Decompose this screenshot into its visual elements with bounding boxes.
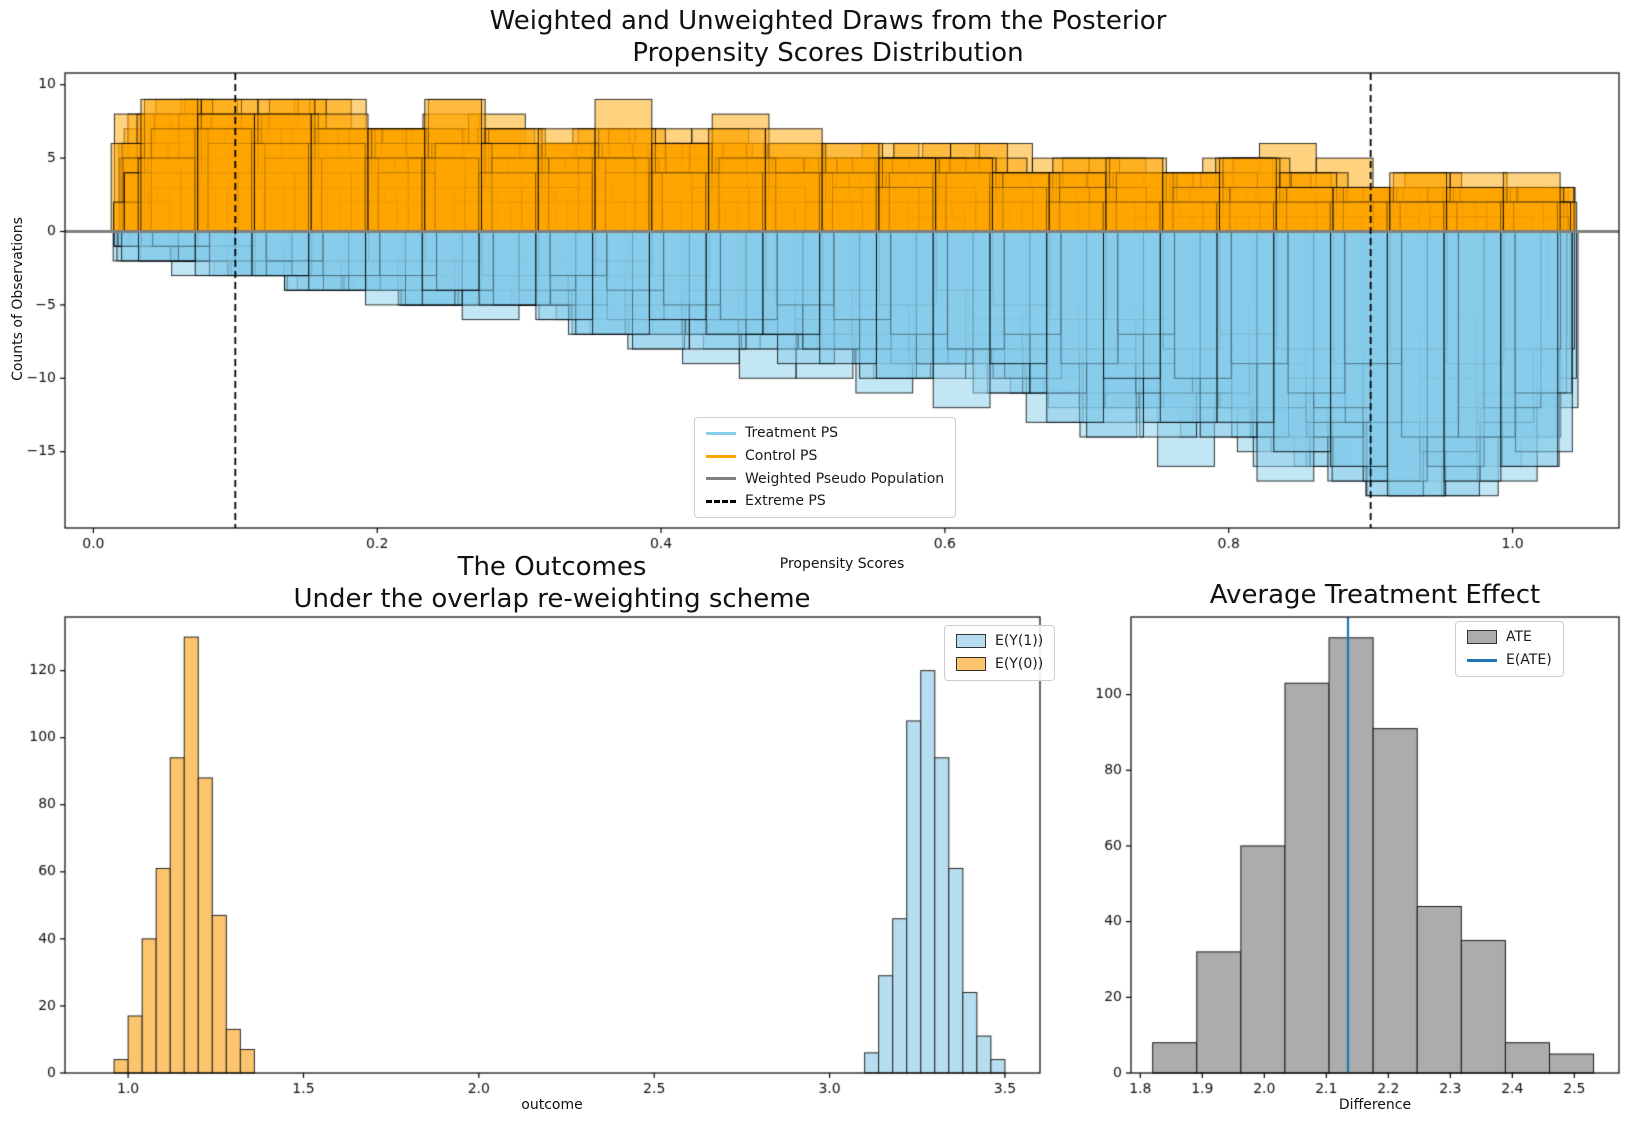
legend-label: ATE — [1506, 629, 1532, 645]
ate-chart-title: Average Treatment Effect — [1209, 580, 1541, 610]
top-chart-title-line1: Weighted and Unweighted Draws from the P… — [489, 6, 1167, 36]
top-chart-title-line2: Propensity Scores Distribution — [632, 37, 1024, 68]
legend-label: E(Y(0)) — [995, 655, 1044, 672]
top-chart-legend: Treatment PS Control PS Weighted Pseudo … — [694, 417, 957, 519]
legend-item-e-ate: E(ATE) — [1467, 652, 1552, 669]
legend-label: Treatment PS — [745, 425, 839, 441]
outcomes-chart-xlabel: outcome — [521, 1097, 583, 1113]
treatment-ps-line-icon — [706, 431, 736, 435]
legend-item-extreme-ps: Extreme PS — [706, 493, 944, 510]
top-chart-ylabel: Counts of Observations — [10, 217, 26, 381]
ey1-patch-icon — [956, 634, 986, 649]
legend-label: E(Y(1)) — [995, 633, 1044, 649]
outcomes-chart-legend: E(Y(1)) E(Y(0)) — [944, 625, 1056, 681]
outcomes-chart-title-line1: The Outcomes — [457, 552, 647, 582]
top-chart-xlabel: Propensity Scores — [779, 556, 905, 572]
legend-item-ey1: E(Y(1)) — [956, 633, 1043, 650]
legend-item-ey0: E(Y(0)) — [956, 656, 1043, 673]
legend-item-control-ps: Control PS — [706, 448, 944, 465]
top-chart-title: Weighted and Unweighted Draws from the P… — [490, 6, 1167, 69]
control-ps-line-icon — [706, 454, 736, 458]
outcomes-chart-title-line2: Under the overlap re-weighting scheme — [293, 583, 811, 614]
legend-item-ate: ATE — [1467, 629, 1552, 646]
weighted-pseudo-population-line-icon — [706, 477, 736, 481]
legend-label: E(ATE) — [1506, 651, 1552, 668]
ate-patch-icon — [1467, 630, 1497, 645]
legend-label: Control PS — [745, 447, 818, 464]
ate-chart-xlabel: Difference — [1338, 1097, 1412, 1113]
outcomes-chart-title: The Outcomes Under the overlap re-weight… — [293, 552, 810, 615]
extreme-ps-dashed-line-icon — [706, 500, 736, 504]
legend-item-weighted-pseudo-population: Weighted Pseudo Population — [706, 471, 944, 488]
legend-label: Extreme PS — [745, 493, 826, 510]
legend-item-treatment-ps: Treatment PS — [706, 425, 944, 442]
legend-label: Weighted Pseudo Population — [745, 470, 945, 487]
e-ate-line-icon — [1467, 658, 1497, 662]
ey0-patch-icon — [956, 657, 986, 672]
ate-chart-legend: ATE E(ATE) — [1455, 621, 1564, 677]
